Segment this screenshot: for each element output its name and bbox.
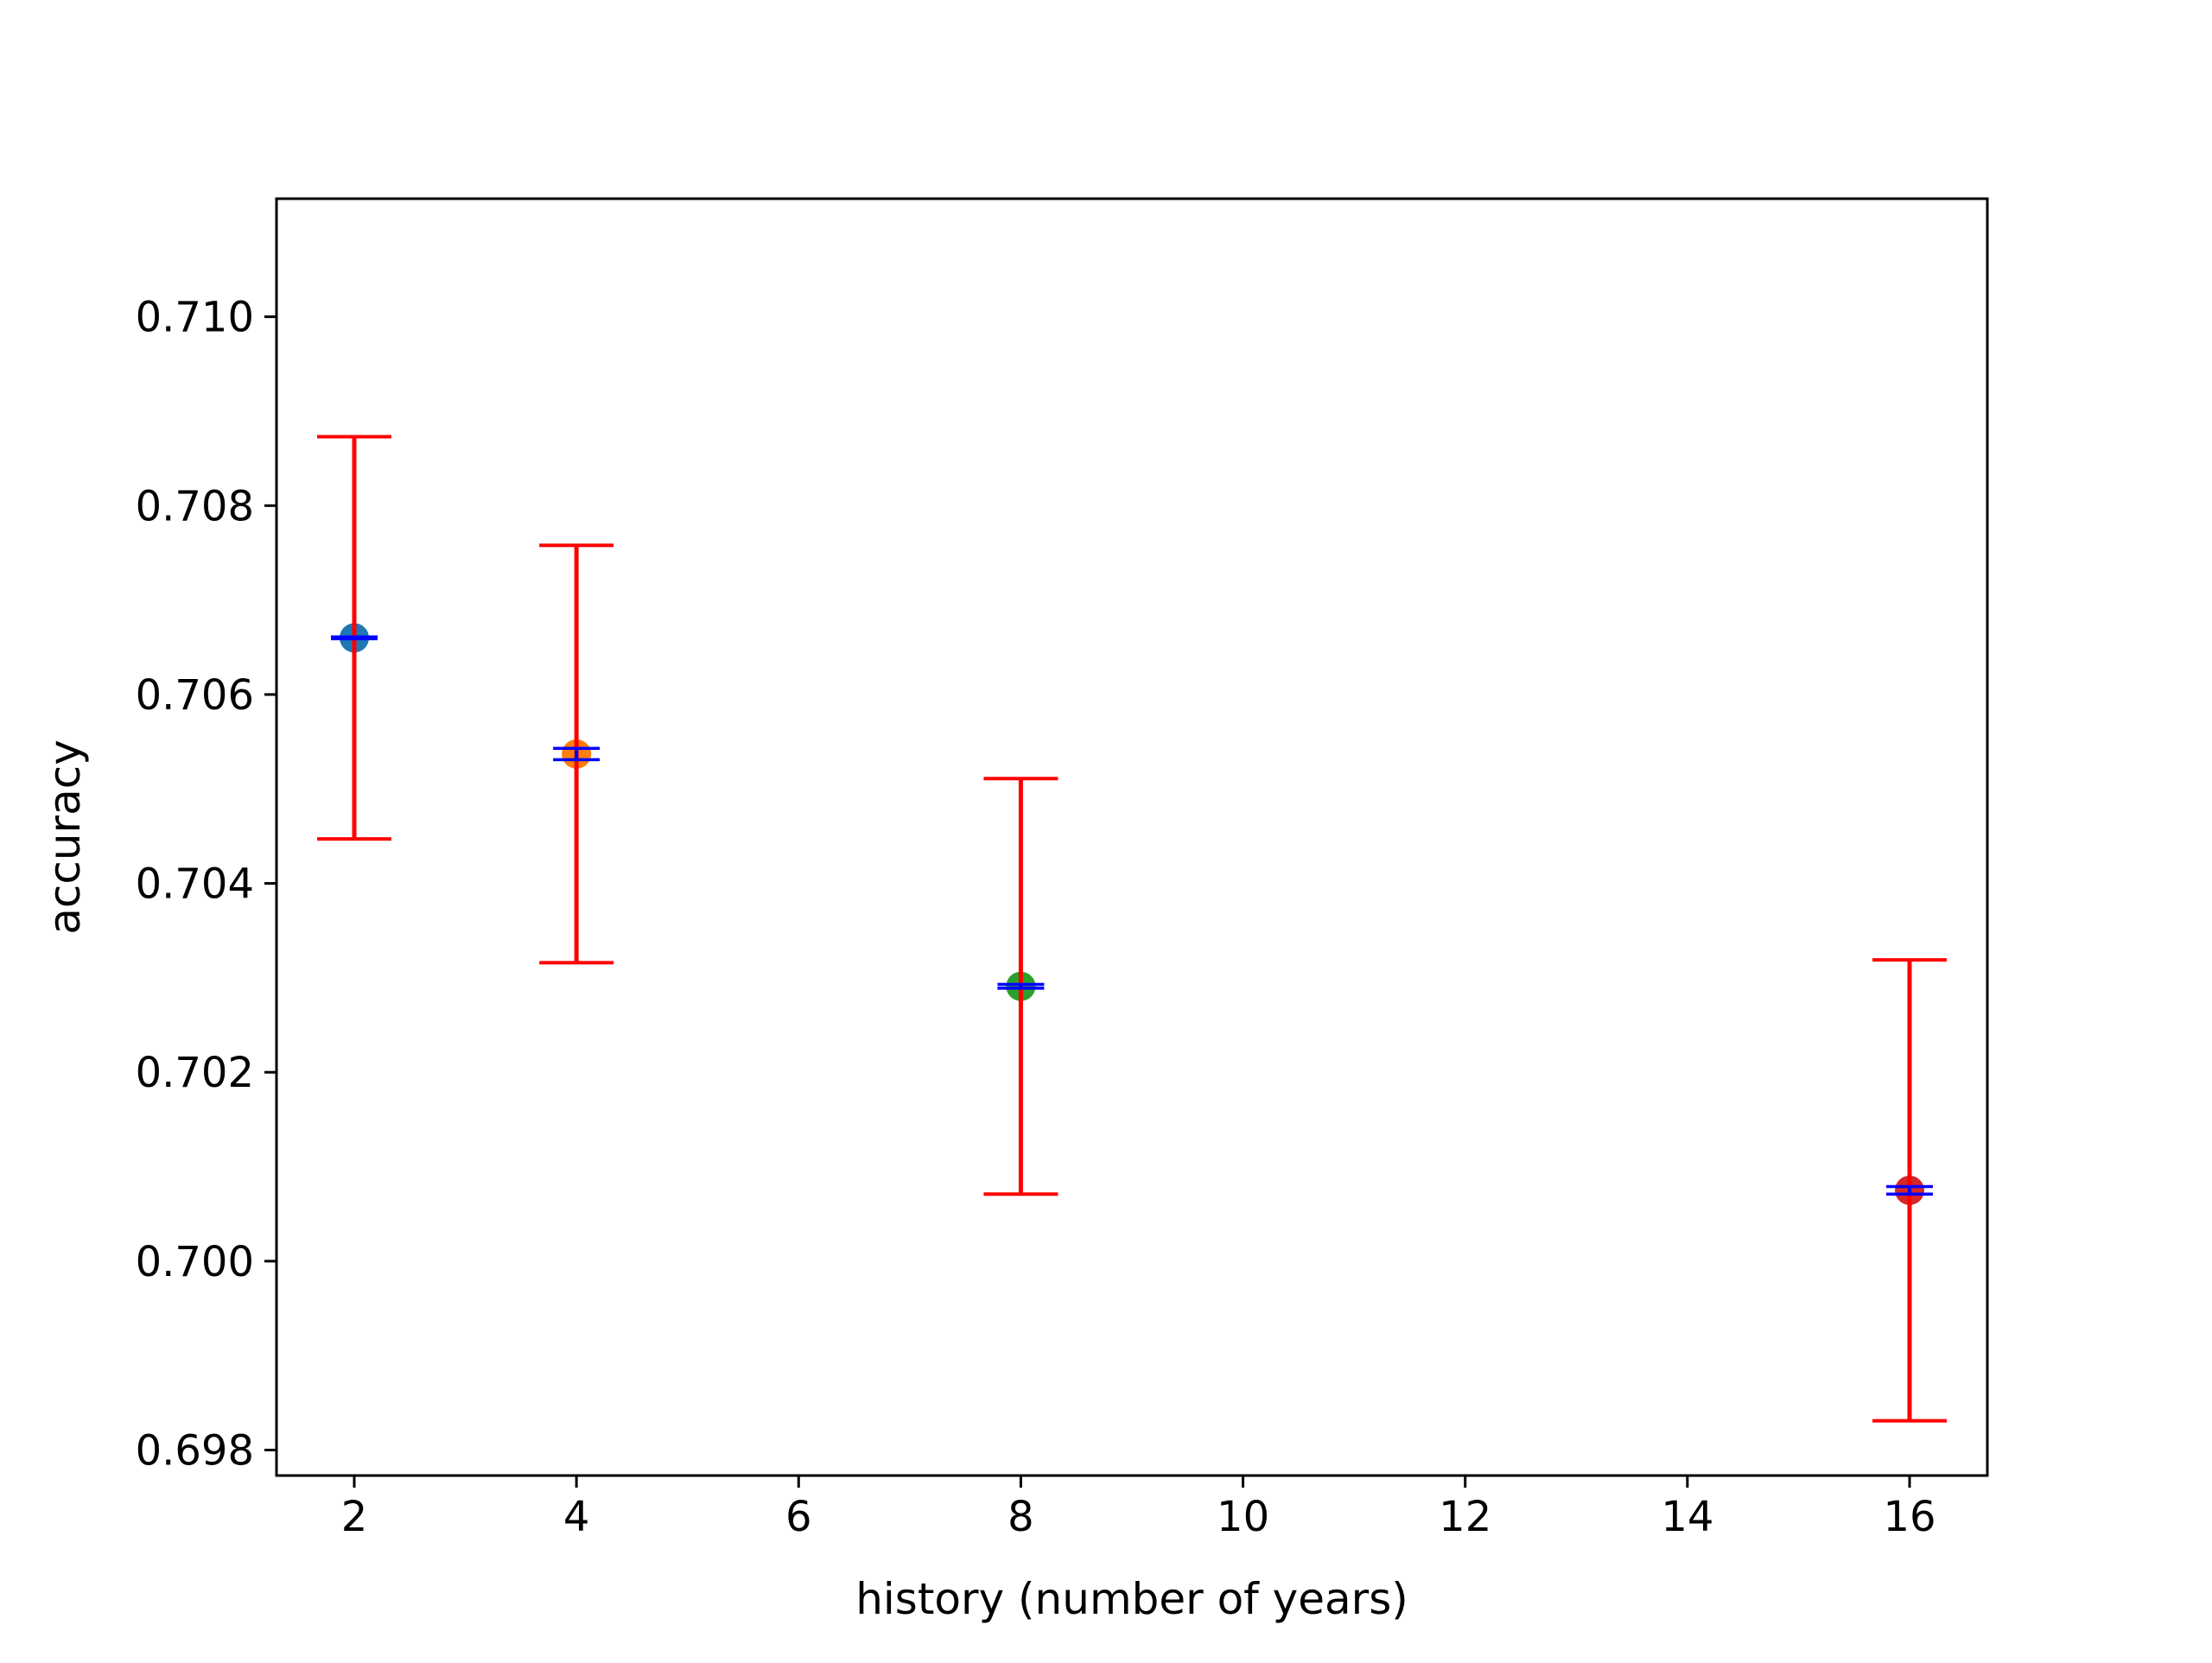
x-tick-label: 4 — [563, 1493, 590, 1541]
x-tick-label: 8 — [1007, 1493, 1034, 1541]
x-tick-label: 16 — [1883, 1493, 1936, 1541]
y-tick-label: 0.704 — [136, 860, 254, 909]
y-tick-label: 0.702 — [136, 1049, 254, 1097]
data-point-group — [539, 543, 614, 965]
y-tick-label: 0.700 — [136, 1238, 254, 1286]
x-tick-label: 14 — [1661, 1493, 1713, 1541]
x-tick-label: 10 — [1217, 1493, 1269, 1541]
data-point-group — [1872, 958, 1947, 1423]
plot-frame — [275, 197, 1989, 1477]
y-tick-label: 0.708 — [136, 482, 254, 530]
x-tick-label: 12 — [1439, 1493, 1491, 1541]
y-tick-label: 0.698 — [136, 1426, 254, 1475]
ticks-layer: 2 4 6 8 10 12 14 16 0.698 0.700 0.702 0.704 0.706 0.7… — [136, 294, 1936, 1541]
data-point-group — [317, 435, 391, 841]
y-tick-label: 0.706 — [136, 671, 254, 720]
x-tick-label: 6 — [785, 1493, 812, 1541]
marks-layer — [317, 435, 1947, 1423]
y-axis-label: accuracy — [40, 739, 90, 935]
data-point-group — [983, 777, 1058, 1196]
x-tick-label: 2 — [341, 1493, 368, 1541]
x-axis-label: history (number of years) — [855, 1574, 1408, 1624]
y-tick-label: 0.710 — [136, 294, 254, 342]
